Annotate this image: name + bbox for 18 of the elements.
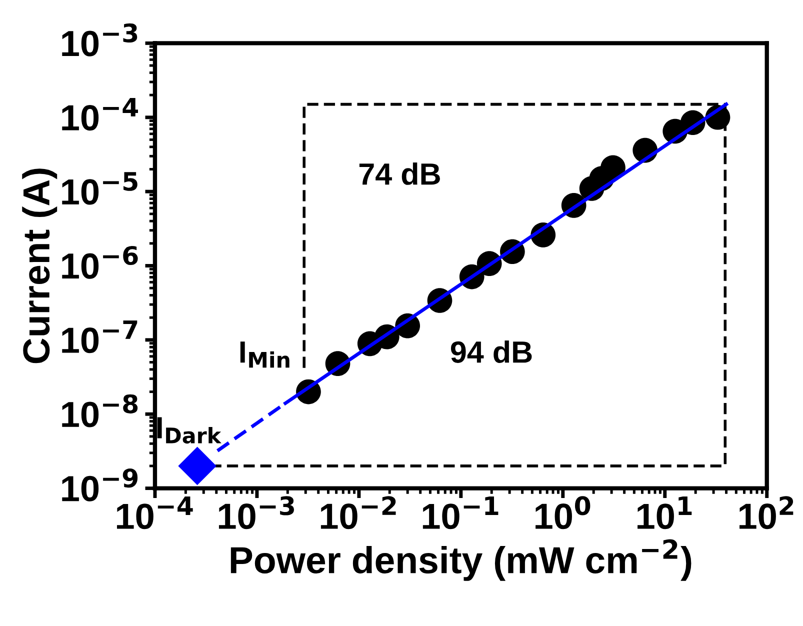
y-tick-label: 10$^{−7}$ [62, 320, 138, 354]
x-tick-label: 10$^{−3}$ [218, 496, 294, 530]
annotation: 74 dB [359, 162, 440, 185]
x-axis-title: Power density (mW cm$^{−2}$) [230, 539, 692, 581]
y-axis-title: Current (A) [22, 168, 58, 364]
y-tick-label: 10$^{−3}$ [62, 23, 138, 56]
x-tick-label: 10$^{0}$ [536, 496, 590, 530]
annotation: I$_{Dark}$ [157, 417, 222, 444]
y-tick-label: 10$^{−8}$ [62, 394, 138, 428]
x-tick-label: 10$^{1}$ [638, 496, 692, 530]
x-tick-label: 10$^{2}$ [740, 496, 794, 530]
annotation: I$_{Min}$ [240, 342, 290, 368]
y-tick-label: 10$^{−5}$ [62, 172, 138, 205]
y-tick-label: 10$^{−4}$ [62, 98, 138, 131]
y-tick-label: 10$^{−6}$ [62, 246, 138, 279]
x-tick-label: 10$^{−1}$ [422, 496, 498, 530]
x-tick-label: 10$^{−2}$ [320, 496, 396, 530]
annotation: 94 dB [450, 340, 532, 363]
